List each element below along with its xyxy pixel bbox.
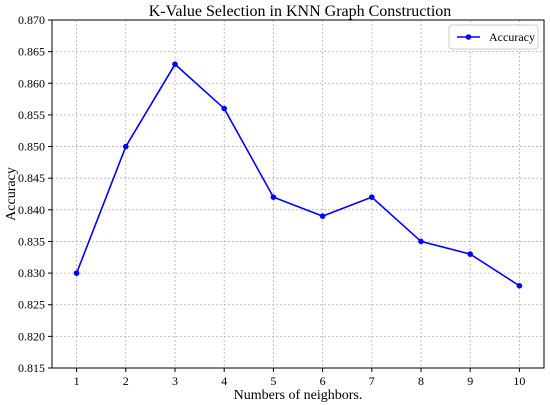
y-tick-label: 0.830: [18, 266, 45, 280]
x-tick-label: 10: [513, 374, 525, 388]
data-point: [369, 194, 375, 200]
grid: [52, 19, 544, 369]
legend-label: Accuracy: [489, 30, 535, 44]
x-tick-label: 4: [221, 374, 227, 388]
y-tick-label: 0.865: [18, 45, 45, 59]
data-point: [73, 270, 80, 276]
data-point: [270, 194, 277, 200]
x-tick-label: 1: [74, 374, 80, 388]
x-tick-label: 7: [369, 374, 375, 388]
y-tick-label: 0.825: [18, 298, 45, 312]
y-axis-label: Accuracy: [4, 167, 19, 221]
data-point: [516, 282, 523, 289]
data-point: [467, 251, 474, 257]
chart-title: K-Value Selection in KNN Graph Construct…: [149, 3, 452, 20]
legend-box: [448, 24, 539, 50]
x-axis-label: Numbers of neighbors.: [234, 388, 363, 403]
y-tick-label: 0.835: [18, 234, 45, 248]
y-tick-label: 0.870: [18, 13, 45, 27]
data-point: [319, 213, 326, 219]
series-group: [73, 61, 523, 289]
data-point: [123, 143, 129, 150]
y-tick-label: 0.840: [18, 203, 45, 217]
data-point: [221, 105, 227, 112]
legend-point-marker: [465, 34, 472, 40]
data-point: [418, 238, 424, 245]
x-tick-label: 2: [123, 374, 129, 388]
x-tick-label: 9: [467, 374, 473, 388]
axis-ticks: 1 2 3 4 5 6 7 8 9 10 0.815 0.820 0.825 0.830 0.835 0.84…: [18, 13, 525, 388]
y-tick-label: 0.860: [18, 76, 45, 90]
plot-frame: [51, 19, 545, 369]
y-tick-label: 0.855: [18, 108, 45, 122]
y-tick-label: 0.845: [18, 171, 45, 185]
series-line-accuracy: [75, 63, 520, 287]
x-tick-label: 8: [418, 374, 424, 388]
x-tick-label: 5: [270, 374, 276, 388]
data-point: [172, 61, 178, 68]
y-tick-label: 0.815: [18, 361, 45, 375]
y-tick-label: 0.850: [18, 140, 45, 154]
x-tick-label: 6: [320, 374, 326, 388]
y-tick-label: 0.820: [18, 329, 45, 343]
x-tick-label: 3: [172, 374, 178, 388]
legend: Accuracy: [448, 24, 539, 50]
